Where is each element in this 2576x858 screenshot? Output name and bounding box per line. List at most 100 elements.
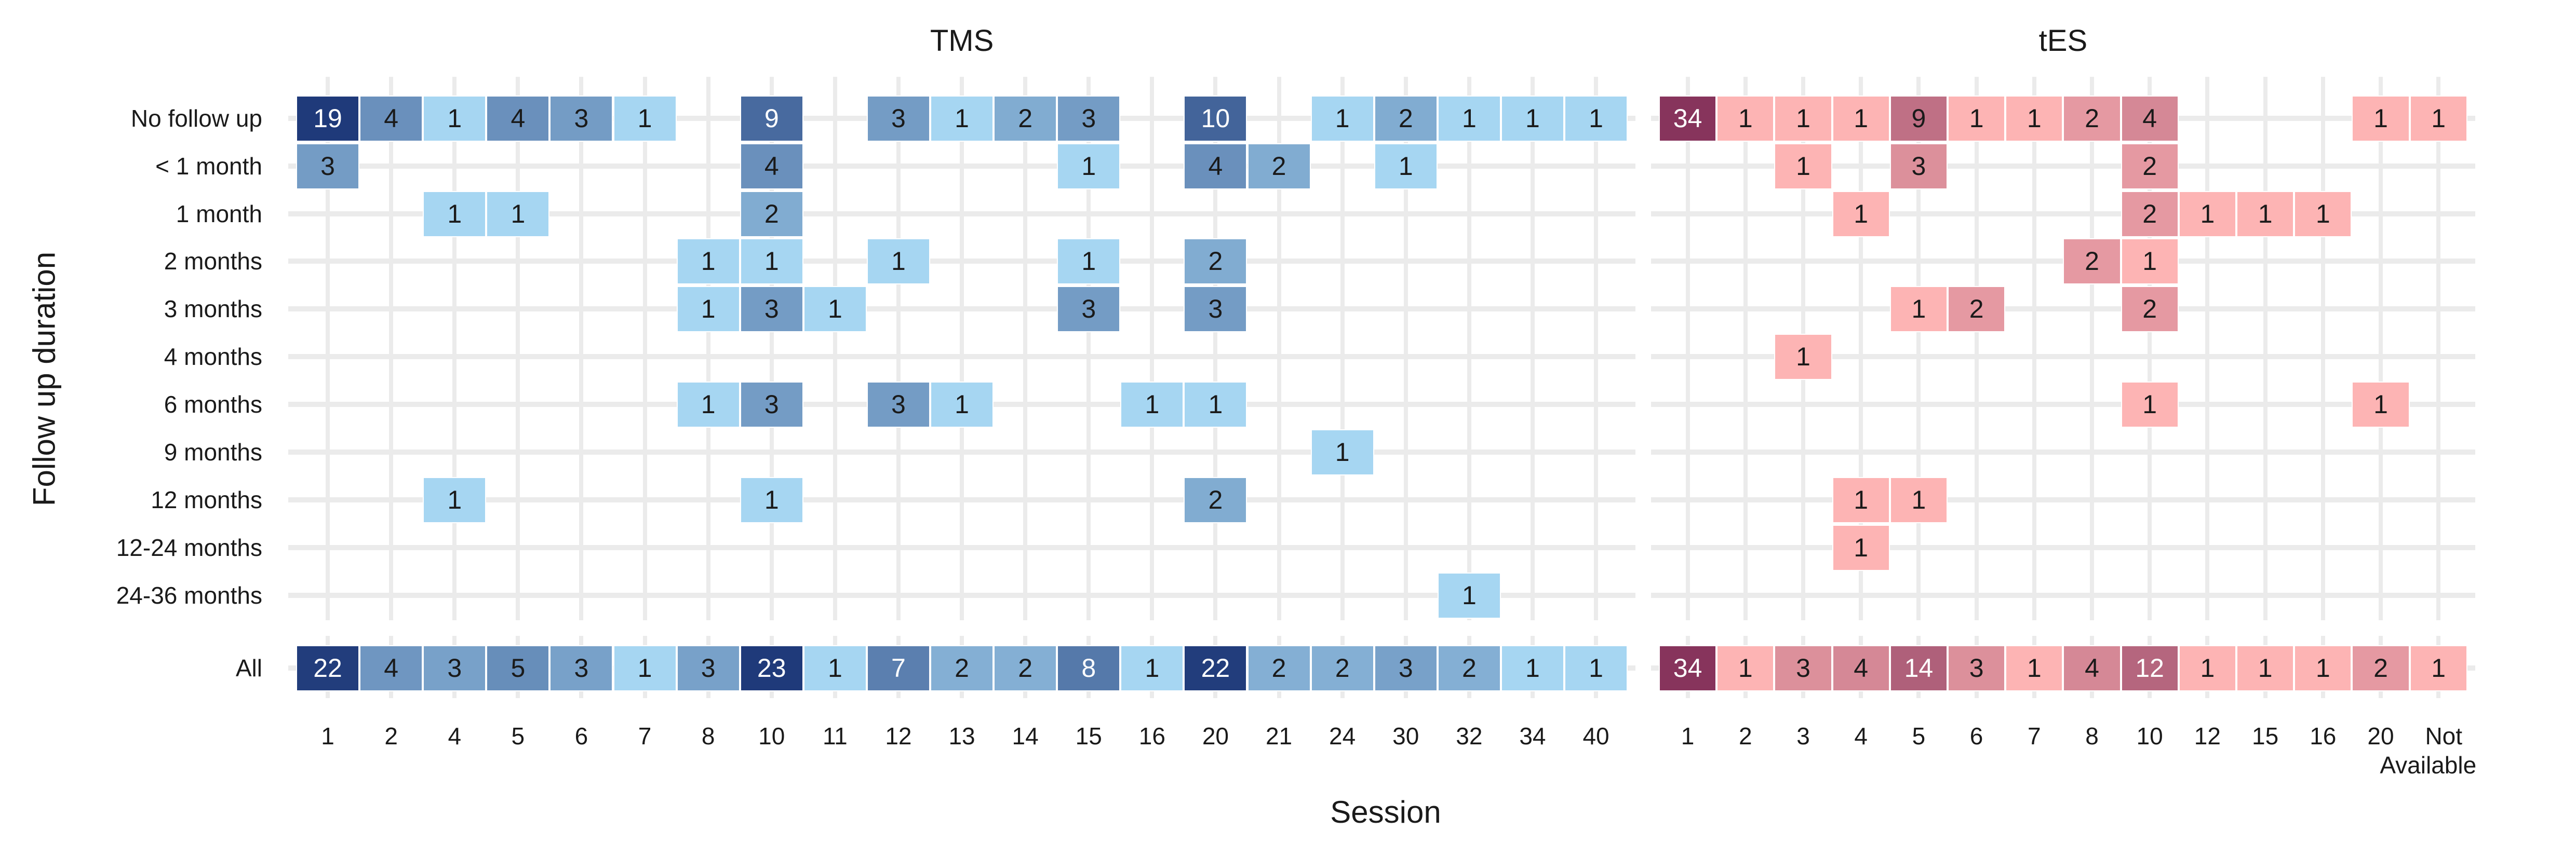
heatmap-cell: 2 [740, 190, 803, 237]
heatmap-cell: 1 [1774, 143, 1832, 189]
x-tick-label: 1 [1681, 723, 1695, 750]
heatmap-cell: 3 [1774, 645, 1832, 691]
heatmap-cell: 1 [1057, 143, 1121, 189]
grid-line-vertical [1685, 77, 1690, 620]
heatmap-cell: 4 [359, 95, 423, 142]
x-tick-label: 10 [2136, 723, 2163, 750]
heatmap-cell: 19 [296, 95, 360, 142]
y-tick-label: No follow up [130, 105, 262, 132]
grid-line-vertical [1974, 77, 1979, 620]
heatmap-cell: 3 [1374, 645, 1438, 691]
grid-line-vertical [2148, 77, 2152, 620]
grid-line-vertical [1277, 77, 1281, 620]
x-tick-label: 20 [1202, 723, 1229, 750]
heatmap-cell: 23 [740, 645, 803, 691]
x-tick-label: 6 [574, 723, 588, 750]
grid-line-vertical [2320, 77, 2325, 620]
heatmap-cell: 1 [1832, 476, 1890, 523]
heatmap-cell: 3 [549, 95, 613, 142]
heatmap-cell: 1 [2294, 645, 2352, 691]
heatmap-cell: 14 [1889, 645, 1948, 691]
heatmap-cell: 2 [2121, 143, 2179, 189]
y-tick-label: 12-24 months [116, 534, 262, 561]
grid-line-vertical [389, 77, 394, 620]
heatmap-cell: 1 [1120, 381, 1184, 428]
heatmap-cell: 1 [1184, 381, 1247, 428]
heatmap-cell: 1 [930, 95, 994, 142]
grid-line-vertical [1530, 77, 1535, 620]
x-tick-label: 5 [511, 723, 525, 750]
heatmap-cell: 2 [1247, 143, 1311, 189]
heatmap-cell: 3 [549, 645, 613, 691]
heatmap-cell: 3 [1889, 143, 1948, 189]
heatmap-cell: 12 [2121, 645, 2179, 691]
x-tick-label: 32 [1456, 723, 1483, 750]
grid-line-vertical [579, 77, 584, 620]
heatmap-cell: 1 [1057, 238, 1121, 284]
grid-line-horizontal [1651, 306, 2475, 311]
grid-line-horizontal [1651, 545, 2475, 550]
heatmap-cell: 2 [2063, 238, 2121, 284]
grid-line-vertical [2090, 77, 2094, 620]
heatmap-cell: 1 [2236, 190, 2295, 237]
x-tick-label: 11 [822, 723, 848, 750]
x-tick-label: 30 [1392, 723, 1419, 750]
heatmap-cell: 3 [740, 285, 803, 332]
heatmap-cell: 34 [1659, 645, 1717, 691]
heatmap-cell: 4 [486, 95, 550, 142]
y-tick-label: 9 months [164, 439, 262, 466]
heatmap-cell: 2 [2121, 285, 2179, 332]
heatmap-cell: 1 [1374, 143, 1438, 189]
heatmap-cell: 9 [1889, 95, 1948, 142]
heatmap-cell: 1 [1564, 95, 1628, 142]
heatmap-cell: 1 [1716, 95, 1775, 142]
heatmap-cell: 1 [2178, 190, 2236, 237]
heatmap-cell: 1 [2005, 95, 2063, 142]
heatmap-cell: 34 [1659, 95, 1717, 142]
heatmap-cell: 1 [930, 381, 994, 428]
heatmap-cell: 3 [1948, 645, 2006, 691]
heatmap-cell: 3 [423, 645, 487, 691]
grid-line-vertical [769, 77, 774, 620]
heatmap-cell: 1 [2352, 95, 2410, 142]
heatmap-cell: 1 [613, 95, 677, 142]
x-tick-label: Not Available [2380, 723, 2477, 779]
heatmap-cell: 3 [866, 95, 930, 142]
x-tick-label: 15 [2252, 723, 2279, 750]
grid-line-vertical [1340, 77, 1345, 620]
grid-line-vertical [452, 77, 457, 620]
x-tick-label: 6 [1969, 723, 1983, 750]
heatmap-cell: 9 [740, 95, 803, 142]
x-tick-label: 12 [2194, 723, 2221, 750]
x-tick-label: 13 [948, 723, 975, 750]
panel-title-tms: TMS [930, 24, 994, 58]
x-tick-label: 8 [2085, 723, 2099, 750]
heatmap-cell: 10 [1184, 95, 1247, 142]
x-tick-label: 4 [448, 723, 462, 750]
grid-line-vertical [1086, 77, 1091, 620]
heatmap-cell: 2 [1247, 645, 1311, 691]
x-tick-label: 16 [1138, 723, 1165, 750]
x-tick-label: 3 [1796, 723, 1810, 750]
x-tick-label: 5 [1912, 723, 1926, 750]
grid-line-vertical [1859, 77, 1863, 620]
heatmap-cell: 2 [1948, 285, 2006, 332]
grid-line-vertical [1150, 77, 1155, 620]
x-tick-label: 24 [1329, 723, 1356, 750]
heatmap-cell: 22 [1184, 645, 1247, 691]
heatmap-cell: 2 [994, 645, 1057, 691]
heatmap-cell: 1 [803, 645, 867, 691]
grid-line-vertical [1743, 77, 1748, 620]
y-axis-title: Follow up duration [26, 251, 62, 507]
y-tick-label: < 1 month [155, 153, 262, 180]
y-tick-label: 3 months [164, 295, 262, 322]
heatmap-cell: 1 [1500, 95, 1564, 142]
x-tick-label: 1 [321, 723, 334, 750]
heatmap-cell: 3 [740, 381, 803, 428]
x-tick-label: 4 [1854, 723, 1868, 750]
heatmap-cell: 4 [1832, 645, 1890, 691]
heatmap-cell: 1 [613, 645, 677, 691]
x-tick-label: 20 [2367, 723, 2394, 750]
heatmap-cell: 1 [1889, 476, 1948, 523]
grid-line-horizontal [1651, 354, 2475, 359]
